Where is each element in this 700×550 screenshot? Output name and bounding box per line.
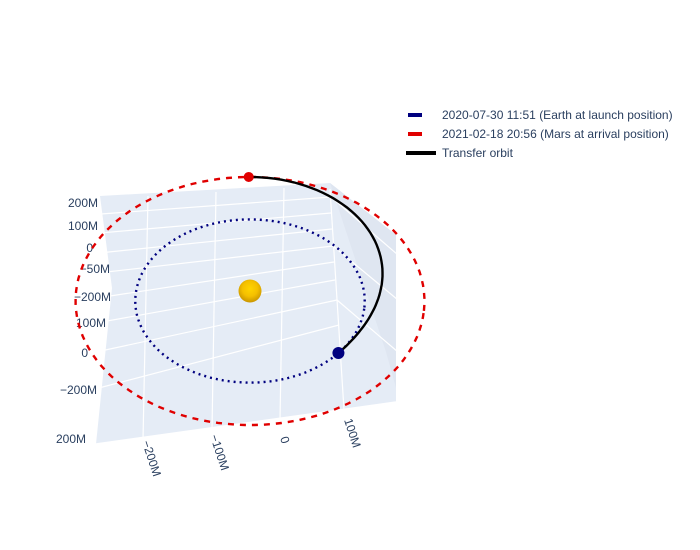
legend-label: 2020-07-30 11:51 (Earth at launch positi… (442, 107, 673, 122)
scene-walls (96, 183, 396, 444)
mars-orbit-line (74, 175, 426, 427)
grid-line (329, 188, 345, 411)
axis-tick-label: 100M (76, 316, 106, 330)
legend-swatch (406, 129, 436, 139)
legend: 2020-07-30 11:51 (Earth at launch positi… (406, 105, 673, 162)
transfer-orbit-line (248, 175, 384, 354)
axis-tick-label: 0 (81, 346, 88, 360)
scene-side-wall (330, 183, 396, 388)
axis-tick-label: 0 (86, 241, 93, 255)
sun-marker (238, 279, 262, 303)
orbit-traces (74, 175, 426, 427)
axis-tick-label: 200M (68, 196, 98, 210)
mars-marker (243, 171, 254, 182)
legend-item[interactable]: 2021-02-18 20:56 (Mars at arrival positi… (406, 124, 673, 143)
grid-line (142, 195, 149, 441)
legend-label: Transfer orbit (442, 145, 513, 160)
earth-orbit-line (134, 218, 366, 384)
legend-label: 2021-02-18 20:56 (Mars at arrival positi… (442, 126, 669, 141)
axis-tick-label: −200M (139, 439, 164, 479)
grid-line (95, 279, 336, 324)
axis-tick-label: 100M (341, 417, 364, 450)
axis-tick-label: −50M (80, 262, 110, 276)
grid-line (332, 245, 396, 300)
axis-tick-label: 0 (277, 435, 292, 446)
axis-tick-label: 100M (68, 219, 98, 233)
axis-tick-label: 200M (56, 432, 86, 446)
axis-tick-label: −200M (74, 290, 111, 304)
planet-markers (238, 171, 345, 359)
scene-floor (96, 183, 396, 444)
legend-swatch (406, 110, 436, 120)
grid-line (94, 324, 340, 390)
legend-swatch (406, 148, 436, 158)
floor-edge (95, 401, 397, 445)
earth-marker (332, 346, 345, 359)
grid-line (279, 187, 285, 421)
grid-line (95, 299, 338, 353)
grid-line (211, 191, 217, 431)
grid-line (336, 299, 396, 352)
axis-tick-label: −100M (207, 433, 232, 473)
legend-item[interactable]: Transfer orbit (406, 143, 673, 162)
scene-grid (94, 187, 397, 445)
grid-line (97, 245, 334, 274)
axis-tick-label: −200M (60, 383, 97, 397)
grid-line (349, 189, 391, 229)
legend-item[interactable]: 2020-07-30 11:51 (Earth at launch positi… (406, 105, 673, 124)
